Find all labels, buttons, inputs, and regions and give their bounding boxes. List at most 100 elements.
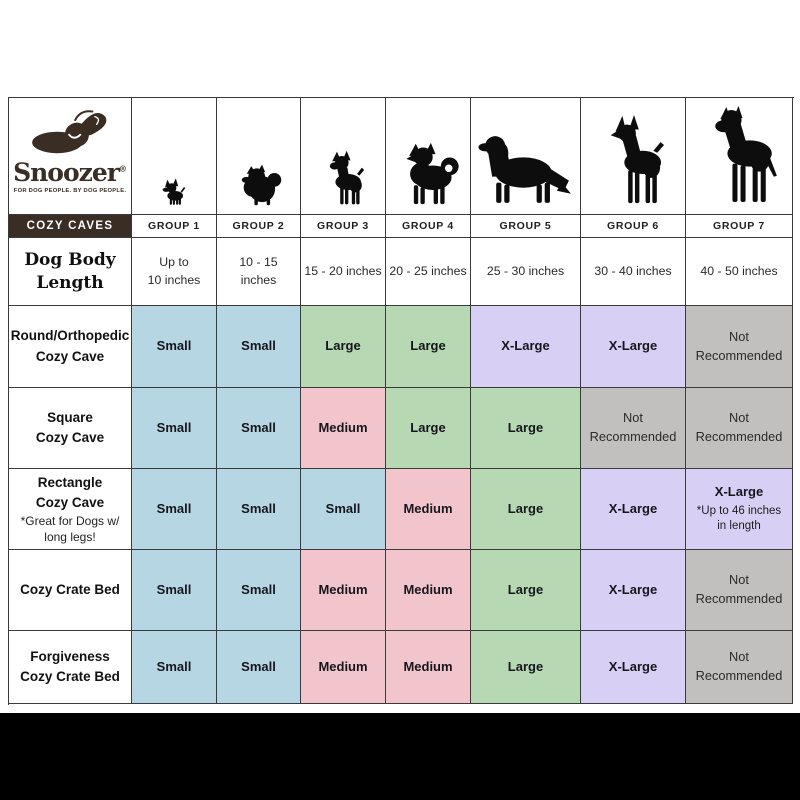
size-cell: Small xyxy=(217,631,301,704)
dog-cell-group-5 xyxy=(471,98,581,215)
group-4-label: GROUP 4 xyxy=(402,220,454,232)
size-value: Small xyxy=(241,500,276,516)
size-cell: Small xyxy=(217,550,301,631)
length-value: 10 - 15 inches xyxy=(239,254,278,287)
size-value: Medium xyxy=(403,658,453,674)
length-value: 40 - 50 inches xyxy=(700,263,778,278)
size-value: Large xyxy=(410,419,446,435)
size-value: Small xyxy=(156,658,192,674)
product-row-round-orthopedic: Round/Orthopedic Cozy Cave xyxy=(9,306,132,388)
size-cell-with-note: X-Large *Up to 46 inches in length xyxy=(686,469,793,550)
size-value: Medium xyxy=(318,658,368,674)
size-value: Medium xyxy=(403,581,453,597)
doberman-icon xyxy=(610,114,664,204)
size-cell: Medium xyxy=(386,469,471,550)
size-value: X-Large xyxy=(608,338,658,354)
length-value: 25 - 30 inches xyxy=(486,263,565,278)
size-cell: Large xyxy=(471,550,581,631)
product-note: *Great for Dogs w/ long legs! xyxy=(20,514,120,545)
size-value: Not Recommended xyxy=(589,410,677,444)
size-cell: Small xyxy=(217,388,301,469)
golden-retriever-icon xyxy=(478,136,571,203)
cozy-caves-header: COZY CAVES xyxy=(9,215,132,238)
size-cell: Not Recommended xyxy=(686,550,793,631)
length-cell-group-2: 10 - 15 inches xyxy=(217,238,301,306)
dog-cell-group-7 xyxy=(686,98,793,215)
size-cell: Small xyxy=(217,469,301,550)
group-1-header: GROUP 1 xyxy=(132,215,217,238)
length-cell-group-3: 15 - 20 inches xyxy=(301,238,386,306)
pomeranian-icon xyxy=(241,164,281,206)
dog-cell-group-2 xyxy=(217,98,301,215)
size-value: X-Large xyxy=(608,658,658,674)
size-value: Not Recommended xyxy=(695,328,783,363)
boston-terrier-icon xyxy=(329,150,365,205)
size-value: Small xyxy=(241,419,276,435)
group-2-header: GROUP 2 xyxy=(217,215,301,238)
group-2-label: GROUP 2 xyxy=(232,220,285,232)
group-4-header: GROUP 4 xyxy=(386,215,471,238)
size-cell: Not Recommended xyxy=(686,631,793,704)
length-cell-group-5: 25 - 30 inches xyxy=(471,238,581,306)
size-value: X-Large xyxy=(608,500,658,516)
size-cell: X-Large xyxy=(581,550,686,631)
dog-cell-group-6 xyxy=(581,98,686,215)
brand-logo-cell: Snoozer® FOR DOG PEOPLE. BY DOG PEOPLE. xyxy=(9,98,132,215)
size-cell: Not Recommended xyxy=(686,388,793,469)
size-value: Large xyxy=(507,500,544,516)
size-value: Small xyxy=(156,581,192,597)
size-value: Not Recommended xyxy=(695,649,783,683)
size-cell: Medium xyxy=(386,550,471,631)
cozy-caves-label: COZY CAVES xyxy=(26,220,114,232)
shiba-inu-icon xyxy=(406,142,459,205)
snoozer-logo-dog-icon xyxy=(32,110,107,154)
size-cell: Large xyxy=(386,306,471,388)
group-6-label: GROUP 6 xyxy=(607,220,659,232)
size-value: Large xyxy=(325,338,361,354)
size-value: Not Recommended xyxy=(695,410,783,444)
dog-cell-group-4 xyxy=(386,98,471,215)
group-3-label: GROUP 3 xyxy=(317,220,369,232)
size-value: Medium xyxy=(318,581,368,597)
product-row-forgiveness: Forgiveness Cozy Crate Bed xyxy=(9,631,132,704)
size-value: Medium xyxy=(403,500,453,516)
dog-cell-group-1 xyxy=(132,98,217,215)
group-1-label: GROUP 1 xyxy=(148,220,200,232)
size-value: Small xyxy=(241,338,276,354)
product-name: Cozy Crate Bed xyxy=(20,581,120,597)
size-cell: Medium xyxy=(386,631,471,704)
group-7-header: GROUP 7 xyxy=(686,215,793,238)
size-cell: Small xyxy=(132,631,217,704)
size-value: X-Large xyxy=(501,338,550,354)
size-value: Large xyxy=(507,581,544,597)
size-value: Large xyxy=(507,658,544,674)
length-value: Up to 10 inches xyxy=(147,254,201,287)
group-7-label: GROUP 7 xyxy=(713,220,765,232)
size-cell: Large xyxy=(471,631,581,704)
letterbox-bar xyxy=(0,713,800,800)
size-cell: X-Large xyxy=(581,631,686,704)
length-cell-group-4: 20 - 25 inches xyxy=(386,238,471,306)
size-value: Not Recommended xyxy=(695,572,783,606)
length-value: 30 - 40 inches xyxy=(594,263,672,278)
product-name: Forgiveness Cozy Crate Bed xyxy=(20,648,120,684)
size-cell: Large xyxy=(301,306,386,388)
registered-mark: ® xyxy=(118,163,127,174)
product-name: Rectangle Cozy Cave xyxy=(35,474,105,510)
length-value: 15 - 20 inches xyxy=(304,263,382,278)
size-cell: Small xyxy=(132,388,217,469)
brand-tagline: FOR DOG PEOPLE. BY DOG PEOPLE. xyxy=(13,188,127,194)
size-cell: Small xyxy=(132,469,217,550)
dog-body-length-title: Dog Body Length xyxy=(24,249,116,293)
product-row-cozy-crate-bed: Cozy Crate Bed xyxy=(9,550,132,631)
size-cell: Medium xyxy=(301,631,386,704)
brand-wordmark: Snoozer® xyxy=(13,160,127,185)
chihuahua-icon xyxy=(162,178,186,205)
size-note: *Up to 46 inches in length xyxy=(696,504,782,533)
size-value: X-Large xyxy=(714,484,764,500)
length-value: 20 - 25 inches xyxy=(389,263,467,278)
size-cell: Large xyxy=(386,388,471,469)
size-cell: Small xyxy=(132,306,217,388)
dog-cell-group-3 xyxy=(301,98,386,215)
size-cell: X-Large xyxy=(581,306,686,388)
